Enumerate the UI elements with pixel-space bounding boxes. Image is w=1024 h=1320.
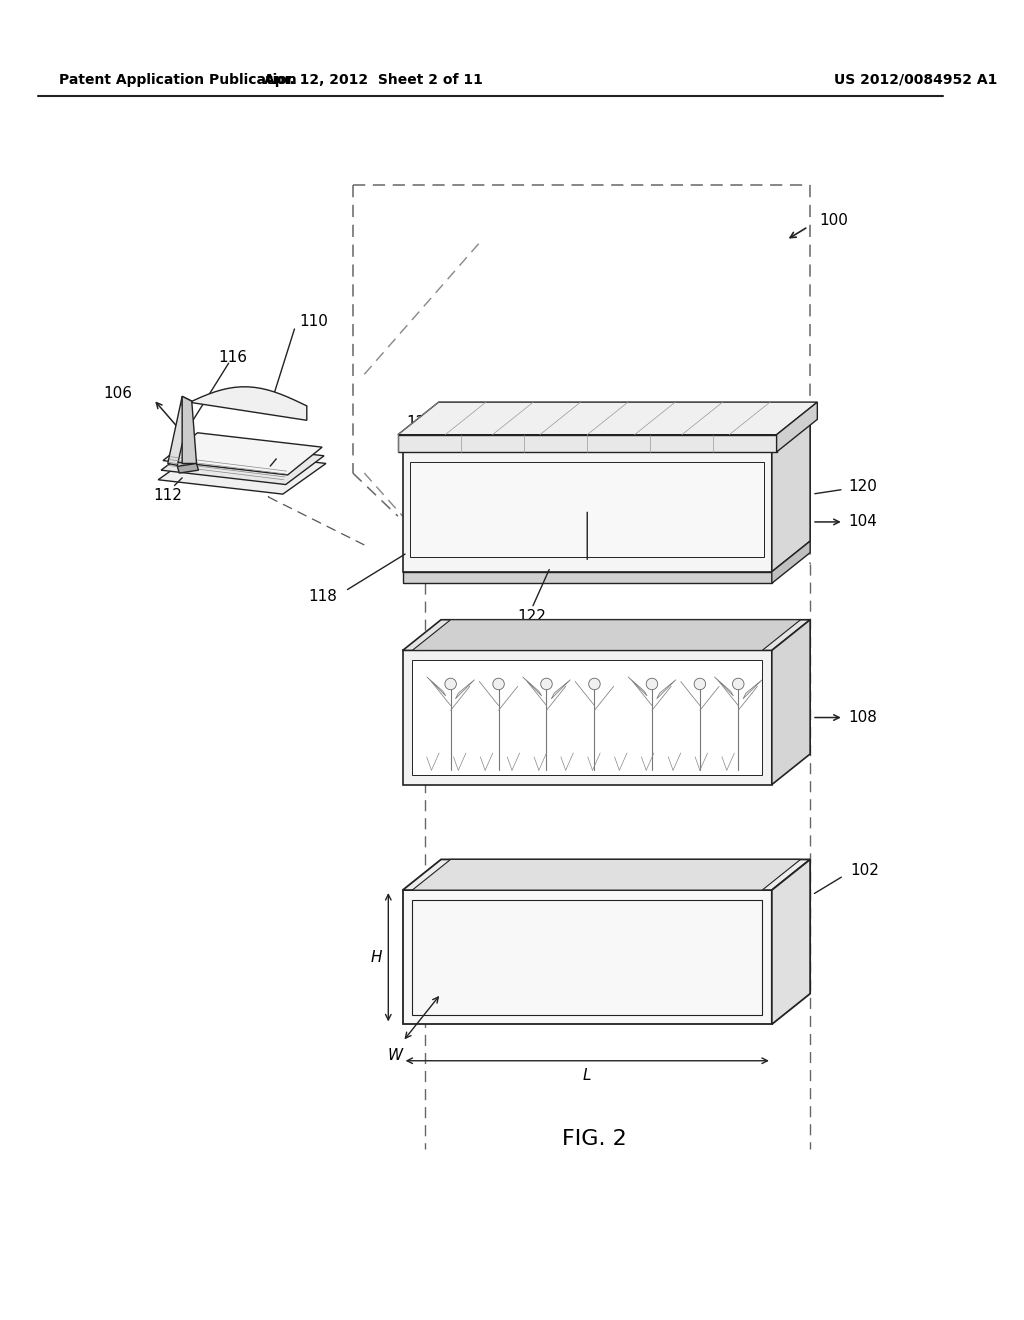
Text: 116: 116 [218,350,248,364]
Polygon shape [427,677,445,696]
Text: 112: 112 [154,487,182,503]
Polygon shape [656,680,676,698]
Polygon shape [402,859,810,890]
Text: L: L [583,1068,592,1082]
Polygon shape [743,680,762,698]
Text: Patent Application Publication: Patent Application Publication [59,73,297,87]
Circle shape [732,678,744,690]
Polygon shape [402,447,772,572]
Polygon shape [413,660,762,775]
Polygon shape [182,387,307,420]
Text: 100: 100 [820,214,849,228]
Polygon shape [772,859,810,1024]
Polygon shape [551,680,570,698]
Circle shape [493,678,504,690]
Text: FIG. 2: FIG. 2 [562,1130,627,1150]
Polygon shape [776,403,817,451]
Polygon shape [715,677,733,696]
Polygon shape [413,859,801,890]
Polygon shape [398,434,776,451]
Polygon shape [182,396,197,463]
Polygon shape [402,417,810,447]
Polygon shape [456,680,474,698]
Circle shape [646,678,657,690]
Polygon shape [413,900,762,1015]
Text: 120: 120 [849,479,878,494]
Text: 108: 108 [849,710,878,725]
Text: 110: 110 [299,314,328,329]
Text: 122: 122 [517,610,547,624]
Polygon shape [177,463,199,473]
Polygon shape [772,541,810,583]
Text: 102: 102 [850,863,880,878]
Circle shape [589,678,600,690]
Text: 124: 124 [407,414,435,430]
Polygon shape [772,619,810,784]
Text: W: W [387,1048,402,1064]
Polygon shape [522,677,542,696]
Polygon shape [398,403,817,434]
Text: 128: 128 [536,409,564,424]
Polygon shape [163,433,323,475]
Text: 104: 104 [849,515,878,529]
Polygon shape [158,449,326,494]
Polygon shape [168,396,191,466]
Text: Apr. 12, 2012  Sheet 2 of 11: Apr. 12, 2012 Sheet 2 of 11 [264,73,483,87]
Text: 106: 106 [103,385,132,401]
Polygon shape [402,651,772,784]
Polygon shape [411,417,803,447]
Polygon shape [413,619,801,651]
Polygon shape [402,890,772,1024]
Polygon shape [772,417,810,572]
Text: 114: 114 [283,445,311,461]
Circle shape [444,678,457,690]
Circle shape [541,678,552,690]
Text: 126: 126 [572,564,602,579]
Text: H: H [371,949,383,965]
Polygon shape [402,572,772,583]
Text: US 2012/0084952 A1: US 2012/0084952 A1 [835,73,997,87]
Polygon shape [402,619,810,651]
Circle shape [694,678,706,690]
Polygon shape [161,441,324,484]
Polygon shape [628,677,647,696]
Polygon shape [411,462,764,557]
Text: 118: 118 [308,589,338,605]
